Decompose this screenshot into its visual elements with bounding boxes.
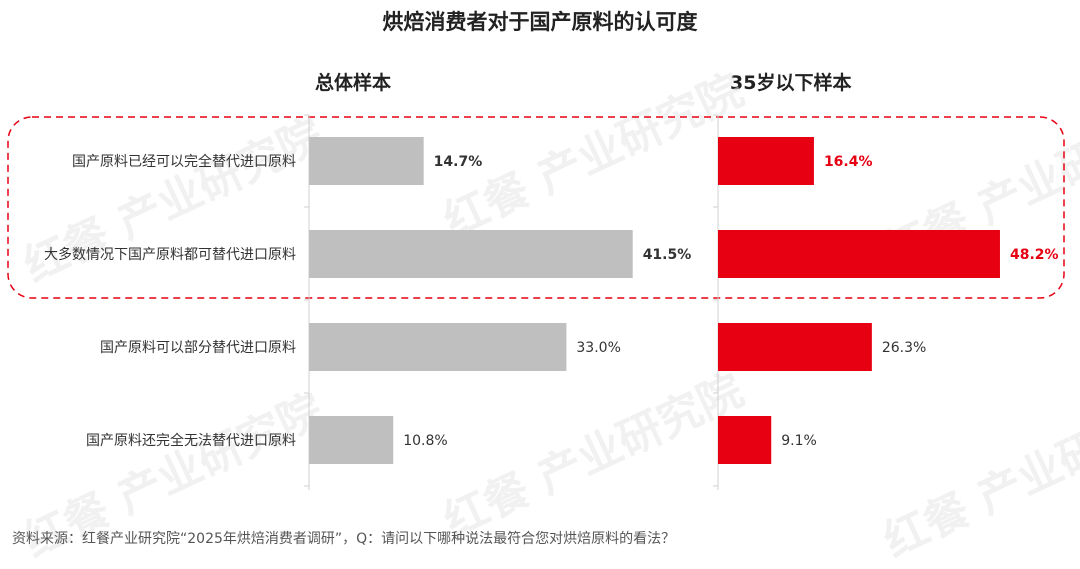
panel-title-under35: 35岁以下样本 bbox=[730, 72, 852, 94]
data-label: 48.2% bbox=[1010, 247, 1059, 263]
bar bbox=[718, 137, 814, 185]
category-label: 国产原料已经可以完全替代进口原料 bbox=[72, 153, 296, 170]
bar bbox=[718, 323, 872, 371]
highlight-box bbox=[7, 116, 1065, 299]
source-note: 资料来源：红餐产业研究院“2025年烘焙消费者调研”，Q：请问以下哪种说法最符合… bbox=[12, 531, 676, 547]
bar bbox=[309, 230, 633, 278]
category-label: 国产原料可以部分替代进口原料 bbox=[100, 340, 296, 356]
data-label: 14.7% bbox=[434, 154, 483, 170]
data-label: 41.5% bbox=[643, 247, 692, 263]
bar bbox=[718, 416, 772, 464]
panel-title-overall: 总体样本 bbox=[315, 72, 392, 94]
bar bbox=[309, 137, 424, 185]
data-label: 10.8% bbox=[403, 433, 447, 449]
bar bbox=[309, 323, 567, 371]
chart-canvas: 国产原料已经可以完全替代进口原料大多数情况下国产原料都可替代进口原料国产原料可以… bbox=[7, 114, 1065, 490]
category-label: 大多数情况下国产原料都可替代进口原料 bbox=[44, 246, 296, 263]
bar bbox=[309, 416, 394, 464]
data-label: 26.3% bbox=[882, 340, 926, 356]
category-label: 国产原料还完全无法替代进口原料 bbox=[86, 432, 296, 449]
data-label: 33.0% bbox=[576, 340, 620, 356]
chart-title: 烘焙消费者对于国产原料的认可度 bbox=[382, 10, 698, 34]
bar bbox=[718, 230, 1000, 278]
data-label: 16.4% bbox=[824, 154, 873, 170]
data-label: 9.1% bbox=[781, 433, 817, 449]
